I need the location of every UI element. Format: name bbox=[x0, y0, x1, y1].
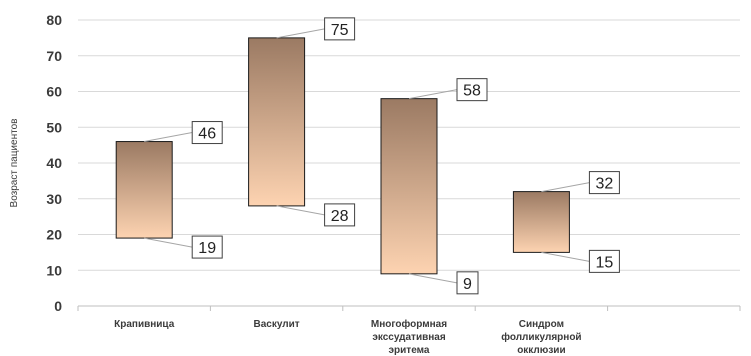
y-tick-label: 80 bbox=[46, 12, 62, 28]
data-label-box bbox=[324, 17, 356, 41]
range-bar bbox=[248, 37, 306, 207]
data-label-box bbox=[588, 249, 620, 273]
data-label-box bbox=[588, 171, 620, 195]
data-label: 15 bbox=[596, 254, 614, 271]
callout-leader bbox=[276, 205, 325, 216]
range-bar bbox=[380, 98, 438, 275]
callout-leader bbox=[541, 251, 590, 262]
callout-leader bbox=[408, 273, 458, 284]
y-tick-label: 40 bbox=[46, 155, 62, 171]
data-label-box bbox=[324, 203, 356, 227]
y-tick-label: 0 bbox=[54, 298, 62, 314]
range-bar bbox=[115, 141, 173, 239]
data-label: 28 bbox=[331, 208, 349, 225]
data-label-box bbox=[456, 271, 479, 295]
data-label-box bbox=[191, 121, 223, 145]
y-tick-label: 60 bbox=[46, 84, 62, 100]
callout-leader bbox=[541, 182, 590, 193]
category-label: Крапивница bbox=[114, 319, 175, 330]
data-label: 75 bbox=[331, 22, 349, 39]
category-label: Многоформная экссудативная эритема bbox=[371, 318, 447, 356]
data-label: 9 bbox=[463, 276, 472, 293]
data-label: 19 bbox=[198, 240, 216, 257]
y-tick-label: 20 bbox=[46, 227, 62, 243]
category-label: Васкулит bbox=[254, 319, 300, 330]
data-labels: 46 19 75 28 58 9 32 15 bbox=[144, 17, 620, 295]
callout-leader bbox=[144, 237, 193, 248]
y-tick-label: 10 bbox=[46, 262, 62, 278]
callout-leader bbox=[144, 132, 193, 143]
data-label: 46 bbox=[198, 126, 216, 143]
callout-leader bbox=[408, 89, 458, 100]
y-tick-label: 50 bbox=[46, 119, 62, 135]
callout-leader bbox=[276, 28, 325, 39]
y-axis-title: Возраст пациентов bbox=[9, 119, 20, 208]
bars bbox=[115, 37, 570, 275]
range-bar bbox=[512, 191, 570, 253]
y-tick-label: 70 bbox=[46, 48, 62, 64]
category-label: Синдром фолликулярной окклюзии bbox=[501, 319, 581, 356]
data-label: 58 bbox=[463, 83, 481, 100]
y-tick-label: 30 bbox=[46, 191, 62, 207]
data-label-box bbox=[456, 78, 488, 102]
data-label-box bbox=[191, 235, 223, 259]
data-label: 32 bbox=[596, 176, 614, 193]
